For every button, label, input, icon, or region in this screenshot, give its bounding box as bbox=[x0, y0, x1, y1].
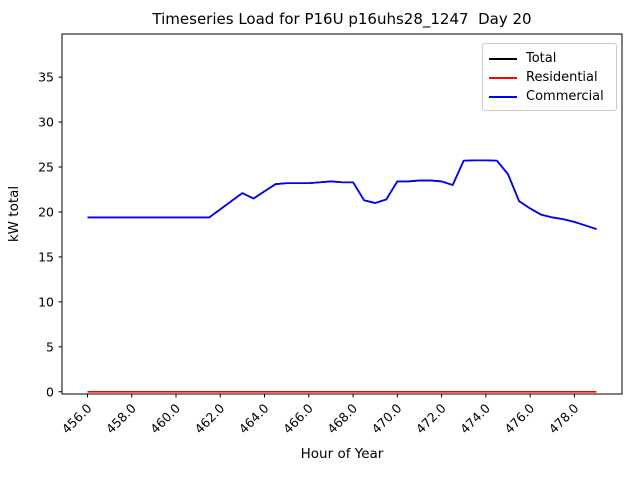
x-tick-label: 458.0 bbox=[103, 400, 139, 436]
x-tick-label: 474.0 bbox=[457, 400, 493, 436]
legend-line-sample bbox=[489, 95, 517, 98]
x-tick-label: 464.0 bbox=[236, 400, 272, 436]
x-axis-label: Hour of Year bbox=[300, 446, 384, 462]
y-tick-label: 35 bbox=[38, 70, 54, 85]
legend-line-sample bbox=[489, 76, 517, 79]
x-tick-label: 456.0 bbox=[59, 400, 95, 436]
legend-line-sample bbox=[489, 57, 517, 60]
x-tick-label: 466.0 bbox=[280, 400, 316, 436]
series-line-total bbox=[87, 159, 597, 230]
y-tick-label: 10 bbox=[38, 294, 54, 309]
y-tick-label: 20 bbox=[38, 204, 54, 219]
legend-label: Total bbox=[526, 51, 557, 66]
y-tick-label: 25 bbox=[38, 160, 54, 175]
x-tick-label: 470.0 bbox=[369, 400, 405, 436]
y-tick-label: 15 bbox=[38, 249, 54, 264]
series-line-commercial bbox=[87, 159, 597, 230]
legend-item-total: Total bbox=[489, 49, 610, 68]
x-tick-label: 472.0 bbox=[413, 400, 449, 436]
x-tick-label: 460.0 bbox=[147, 400, 183, 436]
legend-label: Residential bbox=[526, 70, 598, 85]
y-tick-label: 5 bbox=[46, 339, 54, 354]
axes-frame bbox=[61, 33, 623, 395]
legend: Total Residential Commercial bbox=[482, 43, 617, 111]
legend-item-commercial: Commercial bbox=[489, 87, 610, 106]
y-tick-label: 0 bbox=[46, 384, 54, 399]
legend-label: Commercial bbox=[526, 89, 604, 104]
x-tick-label: 462.0 bbox=[191, 400, 227, 436]
chart-title: Timeseries Load for P16U p16uhs28_1247 D… bbox=[152, 10, 532, 28]
x-tick-label: 476.0 bbox=[501, 400, 537, 436]
legend-item-residential: Residential bbox=[489, 68, 610, 87]
y-tick-label: 30 bbox=[38, 115, 54, 130]
x-tick-label: 468.0 bbox=[324, 400, 360, 436]
x-tick-label: 478.0 bbox=[546, 400, 582, 436]
